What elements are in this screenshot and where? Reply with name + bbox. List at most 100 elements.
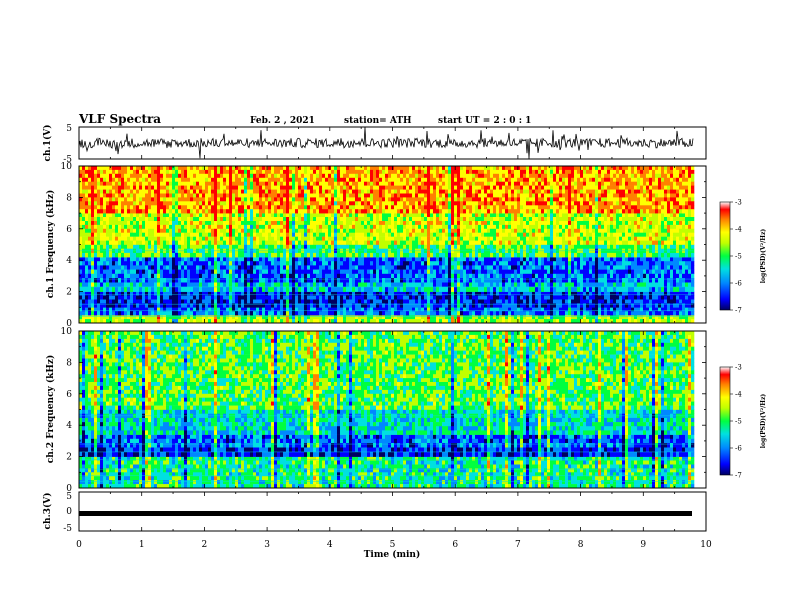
spectrogram-cell: [319, 282, 323, 288]
spectrogram-cell: [223, 217, 227, 222]
spectrogram-cell: [241, 295, 245, 300]
spectrogram-cell: [406, 319, 410, 324]
spectrogram-cell: [301, 189, 305, 194]
spectrogram-cell: [244, 278, 248, 283]
spectrogram-cell: [190, 291, 194, 296]
spectrogram-cell: [82, 228, 86, 234]
spectrogram-cell: [241, 303, 245, 308]
spectrogram-cell: [133, 295, 137, 300]
spectrogram-cell: [208, 177, 212, 183]
spectrogram-cell: [436, 197, 440, 202]
spectrogram-cell: [346, 303, 350, 308]
spectrogram-cell: [250, 166, 254, 171]
spectrogram-cell: [370, 244, 374, 249]
spectrogram-cell: [250, 244, 254, 249]
spectrogram-cell: [436, 177, 440, 183]
spectrogram-cell: [88, 295, 92, 300]
spectrogram-cell: [310, 232, 314, 237]
spectrogram-cell: [400, 307, 404, 312]
spectrogram-cell: [121, 286, 125, 292]
spectrogram-cell: [223, 221, 227, 226]
spectrogram-cell: [346, 224, 350, 230]
spectrogram-cell: [376, 265, 380, 270]
spectrogram-cell: [331, 265, 335, 270]
spectrogram-cell: [355, 291, 359, 296]
spectrogram-cell: [163, 252, 167, 258]
spectrogram-cell: [241, 205, 245, 210]
spectrogram-cell: [121, 307, 125, 312]
spectrogram-cell: [361, 217, 365, 222]
spectrogram-cell: [241, 185, 245, 190]
spectrogram-cell: [379, 166, 383, 171]
spectrogram-cell: [430, 307, 434, 312]
spectrogram-cell: [184, 221, 188, 226]
spectrogram-cell: [145, 257, 149, 262]
spectrogram-cell: [409, 315, 413, 320]
spectrogram-cell: [454, 197, 458, 202]
spectrogram-cell: [340, 221, 344, 226]
spectrogram-cell: [247, 265, 251, 270]
spectrogram-cell: [370, 173, 374, 179]
spectrogram-cell: [172, 169, 176, 175]
spectrogram-cell: [364, 319, 368, 324]
spectrogram-cell: [169, 232, 173, 237]
spectrogram-cell: [139, 295, 143, 300]
spectrogram-cell: [85, 173, 89, 179]
spectrogram-cell: [172, 189, 176, 194]
spectrogram-cell: [124, 193, 128, 198]
spectrogram-cell: [169, 169, 173, 175]
spectrogram-cell: [214, 228, 218, 234]
spectrogram-cell: [310, 278, 314, 283]
spectrogram-cell: [133, 197, 137, 202]
spectrogram-cell: [196, 315, 200, 320]
spectrogram-cell: [403, 236, 407, 241]
spectrogram-cell: [280, 319, 284, 324]
spectrogram-cell: [442, 221, 446, 226]
spectrogram-cell: [349, 228, 353, 234]
spectrogram-cell: [247, 311, 251, 316]
spectrogram-cell: [247, 240, 251, 245]
spectrogram-cell: [319, 252, 323, 258]
spectrogram-cell: [154, 177, 158, 183]
spectrogram-cell: [433, 177, 437, 183]
spectrogram-cell: [454, 278, 458, 283]
spectrogram-cell: [388, 282, 392, 288]
spectrogram-cell: [454, 244, 458, 249]
spectrogram-cell: [166, 265, 170, 270]
spectrogram-cell: [439, 221, 443, 226]
spectrogram-cell: [100, 181, 104, 186]
spectrogram-cell: [163, 197, 167, 202]
spectrogram-cell: [85, 213, 89, 218]
spectrogram-cell: [268, 213, 272, 218]
spectrogram-cell: [256, 185, 260, 190]
spectrogram-cell: [91, 221, 95, 226]
spectrogram-cell: [109, 303, 113, 308]
spectrogram-cell: [205, 252, 209, 258]
spectrogram-cell: [298, 286, 302, 292]
spectrogram-cell: [220, 295, 224, 300]
spectrogram-cell: [121, 232, 125, 237]
spectrogram-cell: [400, 213, 404, 218]
spectrogram-cell: [193, 205, 197, 210]
spectrogram-cell: [445, 181, 449, 186]
spectrogram-cell: [433, 240, 437, 245]
spectrogram-cell: [166, 315, 170, 320]
spectrogram-cell: [268, 261, 272, 266]
spectrogram-cell: [130, 315, 134, 320]
spectrogram-cell: [457, 236, 461, 241]
spectrogram-cell: [382, 236, 386, 241]
spectrogram-cell: [280, 282, 284, 288]
spectrogram-cell: [283, 315, 287, 320]
spectrogram-cell: [220, 278, 224, 283]
spectrogram-cell: [214, 201, 218, 206]
spectrogram-cell: [190, 257, 194, 262]
spectrogram-cell: [160, 228, 164, 234]
spectrogram-cell: [334, 217, 338, 222]
spectrogram-cell: [427, 205, 431, 210]
spectrogram-cell: [103, 269, 107, 275]
spectrogram-cell: [286, 185, 290, 190]
spectrogram-cell: [127, 311, 131, 316]
spectrogram-cell: [382, 197, 386, 202]
spectrogram-cell: [208, 291, 212, 296]
spectrogram-cell: [361, 299, 365, 304]
